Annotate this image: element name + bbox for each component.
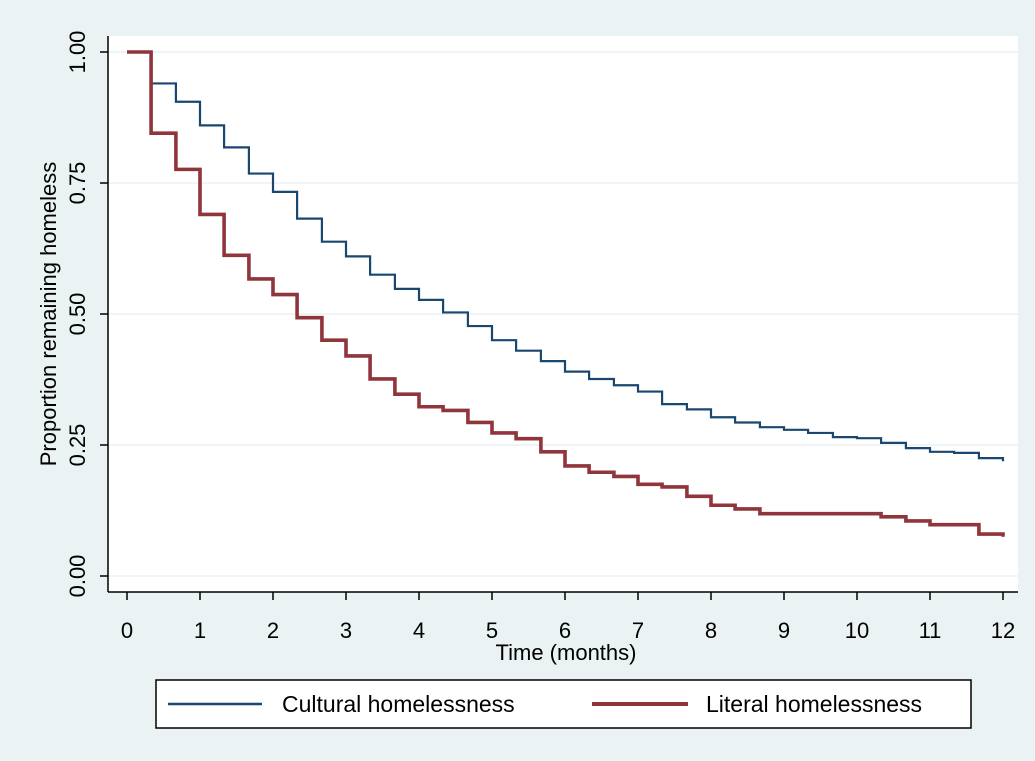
y-tick-label: 0.25	[65, 424, 90, 467]
legend: Cultural homelessness Literal homelessne…	[155, 679, 972, 729]
x-tick-label: 6	[559, 618, 571, 643]
grid-lines	[108, 51, 1018, 577]
x-tick-label: 9	[778, 618, 790, 643]
x-tick-label: 5	[486, 618, 498, 643]
x-tick-label: 10	[845, 618, 869, 643]
x-tick-label: 8	[705, 618, 717, 643]
legend-label-literal: Literal homelessness	[706, 691, 922, 717]
x-tick-label: 3	[340, 618, 352, 643]
axes: 0.000.250.500.751.000 1 2 3 4 5 6 7 8 9 10 11 12	[65, 31, 1018, 643]
y-tick-label: 0.00	[65, 555, 90, 598]
y-tick-label: 0.50	[65, 293, 90, 336]
x-tick-label: 12	[991, 618, 1015, 643]
series-line-cultural	[127, 50, 1005, 462]
x-tick-label: 1	[194, 618, 206, 643]
legend-box	[155, 679, 972, 729]
y-axis-label: Proportion remaining homeless	[36, 162, 61, 467]
x-tick-label: 11	[919, 618, 942, 643]
series-line-literal	[127, 50, 1005, 537]
legend-label-cultural: Cultural homelessness	[282, 691, 515, 717]
y-tick-label: 0.75	[65, 162, 90, 205]
y-tick-label: 1.00	[65, 31, 90, 74]
x-tick-label: 7	[632, 618, 644, 643]
x-tick-label: 0	[121, 618, 133, 643]
x-axis-label: Time (months)	[496, 640, 637, 665]
x-tick-label: 4	[413, 618, 425, 643]
series-lines	[127, 50, 1005, 537]
x-tick-label: 2	[267, 618, 279, 643]
